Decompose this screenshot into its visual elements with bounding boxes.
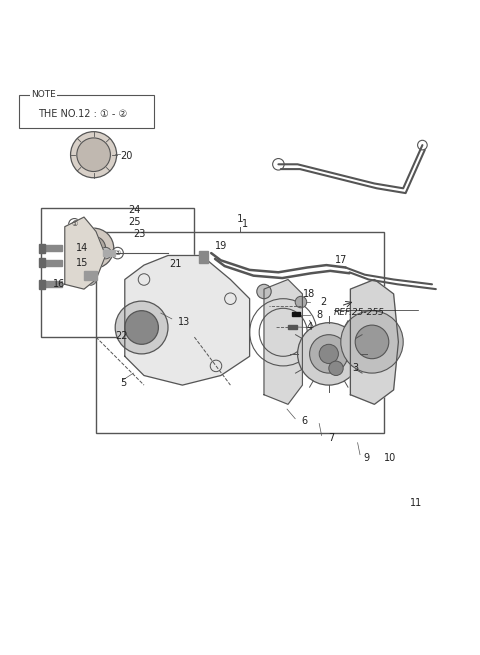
Text: 18: 18 — [303, 290, 316, 299]
Text: 10: 10 — [384, 453, 396, 463]
Circle shape — [85, 274, 96, 286]
Text: 5: 5 — [120, 378, 126, 388]
Polygon shape — [125, 255, 250, 385]
Bar — [41, 260, 62, 265]
Bar — [84, 271, 97, 280]
Text: 23: 23 — [133, 229, 146, 239]
Text: 13: 13 — [178, 317, 190, 327]
Polygon shape — [350, 280, 398, 404]
Circle shape — [115, 301, 168, 354]
Text: NOTE: NOTE — [31, 90, 56, 99]
Text: 2: 2 — [321, 297, 327, 307]
Text: 6: 6 — [301, 416, 307, 426]
Text: 21: 21 — [169, 259, 181, 269]
Circle shape — [329, 361, 343, 375]
Text: 17: 17 — [335, 255, 348, 265]
Circle shape — [83, 259, 100, 276]
Circle shape — [310, 335, 348, 373]
Text: 20: 20 — [120, 151, 132, 161]
Circle shape — [355, 325, 389, 359]
Text: 8: 8 — [317, 310, 323, 320]
Polygon shape — [65, 217, 106, 289]
Bar — [39, 258, 45, 267]
Text: 4: 4 — [306, 322, 312, 333]
Circle shape — [341, 310, 403, 373]
Text: 16: 16 — [53, 279, 65, 290]
Bar — [292, 312, 300, 316]
Circle shape — [100, 248, 111, 259]
Text: REF.25-255: REF.25-255 — [334, 309, 384, 317]
Text: ①: ① — [71, 221, 78, 227]
Text: 9: 9 — [364, 453, 370, 463]
Bar — [96, 231, 384, 433]
Text: 1: 1 — [242, 219, 248, 229]
Text: 22: 22 — [115, 331, 128, 341]
Circle shape — [82, 236, 106, 260]
Bar — [19, 95, 154, 128]
Bar — [103, 250, 115, 257]
Text: 11: 11 — [410, 498, 423, 508]
Text: 3: 3 — [353, 364, 359, 373]
Text: 25: 25 — [129, 217, 141, 227]
Circle shape — [298, 323, 360, 385]
Text: 24: 24 — [129, 205, 141, 215]
Text: THE NO.12 : ① - ②: THE NO.12 : ① - ② — [38, 109, 128, 119]
Text: ②: ② — [114, 250, 121, 256]
Polygon shape — [264, 280, 302, 404]
Circle shape — [77, 138, 110, 172]
Circle shape — [71, 132, 117, 178]
Circle shape — [87, 264, 95, 271]
Circle shape — [73, 228, 114, 269]
Bar — [39, 244, 45, 253]
Bar — [199, 251, 208, 263]
Circle shape — [295, 296, 307, 308]
Bar — [41, 246, 62, 251]
Text: 19: 19 — [215, 241, 227, 251]
Bar — [288, 325, 297, 329]
Text: 14: 14 — [76, 243, 88, 253]
Text: 7: 7 — [328, 433, 334, 443]
Bar — [41, 282, 62, 287]
Circle shape — [125, 310, 158, 345]
Bar — [39, 280, 45, 289]
Text: 1: 1 — [237, 214, 243, 224]
Bar — [41, 208, 194, 337]
Circle shape — [257, 284, 271, 299]
Text: 15: 15 — [76, 257, 88, 268]
Circle shape — [319, 345, 338, 364]
